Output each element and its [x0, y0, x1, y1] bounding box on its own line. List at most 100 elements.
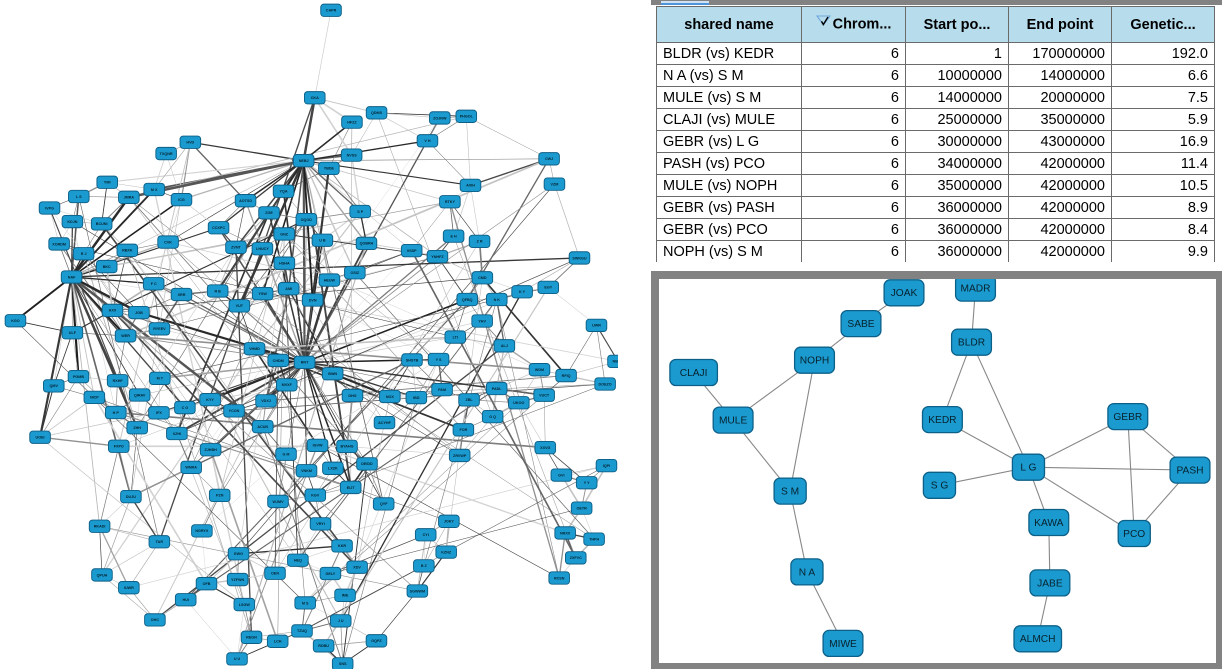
- svg-text:BKC: BKC: [103, 265, 111, 269]
- svg-text:HUI: HUI: [183, 598, 189, 602]
- svg-text:YMI: YMI: [104, 181, 111, 185]
- svg-text:NICP: NICP: [90, 396, 99, 400]
- svg-text:KZNZ: KZNZ: [441, 550, 452, 554]
- svg-text:RNT: RNT: [301, 361, 309, 365]
- svg-text:KDJN: KDJN: [67, 220, 77, 224]
- svg-text:R B: R B: [214, 289, 221, 293]
- svg-text:DOEZO: DOEZO: [599, 382, 612, 386]
- svg-text:EIJT: EIJT: [347, 486, 356, 490]
- svg-text:REGN: REGN: [246, 636, 257, 640]
- svg-text:THPH: THPH: [589, 537, 599, 541]
- svg-text:EWG: EWG: [234, 552, 243, 556]
- svg-text:CAPR: CAPR: [326, 9, 337, 13]
- svg-text:PADL: PADL: [492, 387, 503, 391]
- svg-text:CLAJI: CLAJI: [680, 368, 708, 379]
- svg-text:DVN: DVN: [309, 298, 317, 302]
- svg-text:QIRAV: QIRAV: [134, 393, 146, 397]
- svg-text:OETR: OETR: [577, 506, 588, 510]
- svg-text:UOEI: UOEI: [36, 436, 45, 440]
- svg-text:NVSS: NVSS: [347, 153, 358, 157]
- svg-text:NOPH: NOPH: [800, 356, 829, 367]
- svg-text:YNHFZ: YNHFZ: [431, 255, 444, 259]
- svg-text:PZN: PZN: [216, 494, 224, 498]
- svg-text:GNZ: GNZ: [280, 232, 289, 236]
- svg-text:CVK: CVK: [164, 240, 172, 244]
- svg-text:YHV: YHV: [478, 319, 486, 323]
- svg-text:ICG: ICG: [178, 198, 185, 202]
- svg-text:WNRA: WNRA: [185, 466, 197, 470]
- svg-text:DUJU: DUJU: [126, 495, 136, 499]
- svg-text:CKA: CKA: [311, 96, 319, 100]
- svg-text:GEBR: GEBR: [1113, 412, 1142, 423]
- svg-text:CCXPC: CCXPC: [212, 226, 225, 230]
- svg-text:PAM: PAM: [438, 388, 446, 392]
- svg-text:IQPI: IQPI: [603, 464, 610, 468]
- svg-text:KEDR: KEDR: [928, 415, 956, 426]
- svg-text:TXQNR: TXQNR: [160, 152, 173, 156]
- svg-text:YSW: YSW: [258, 292, 267, 296]
- svg-text:DHG: DHG: [348, 394, 356, 398]
- svg-text:U U: U U: [234, 657, 241, 661]
- svg-text:NAF: NAF: [68, 275, 76, 279]
- svg-text:FOR: FOR: [459, 428, 467, 432]
- svg-text:OEN: OEN: [271, 572, 279, 576]
- svg-text:RYEEV: RYEEV: [153, 327, 166, 331]
- svg-text:FXPO: FXPO: [114, 445, 124, 449]
- svg-text:GQPZ: GQPZ: [371, 639, 382, 643]
- svg-text:N K: N K: [494, 298, 501, 302]
- svg-text:OFB: OFB: [203, 582, 211, 586]
- svg-text:YBDE: YBDE: [324, 167, 335, 171]
- svg-text:QPUH: QPUH: [97, 573, 108, 577]
- svg-text:J U: J U: [338, 619, 344, 623]
- svg-text:VZM: VZM: [551, 182, 559, 186]
- svg-text:GELY: GELY: [326, 572, 336, 576]
- svg-text:YQA: YQA: [280, 190, 288, 194]
- svg-text:HVD: HVD: [186, 141, 194, 145]
- svg-text:L S: L S: [76, 195, 82, 199]
- svg-text:RDBU: RDBU: [318, 644, 329, 648]
- svg-text:R J: R J: [81, 252, 87, 256]
- svg-text:LSGW: LSGW: [239, 603, 251, 607]
- svg-text:F C: F C: [151, 282, 157, 286]
- svg-text:UWR: UWR: [592, 324, 601, 328]
- svg-text:RCSN: RCSN: [554, 576, 565, 580]
- svg-text:AXX: AXX: [109, 309, 117, 313]
- svg-text:M T: M T: [157, 377, 164, 381]
- svg-text:B Z: B Z: [421, 564, 428, 568]
- svg-text:N A: N A: [799, 567, 816, 578]
- svg-text:RBXK: RBXK: [122, 249, 133, 253]
- svg-text:QDMS: QDMS: [371, 111, 383, 115]
- svg-text:ZJHBH: ZJHBH: [204, 448, 217, 452]
- svg-text:TAR: TAR: [156, 540, 164, 544]
- svg-text:IUWR: IUWR: [124, 586, 134, 590]
- svg-text:BYAHG: BYAHG: [341, 445, 354, 449]
- svg-text:H P: H P: [113, 411, 120, 415]
- svg-text:VNKM: VNKM: [301, 469, 312, 473]
- svg-text:S M: S M: [781, 487, 799, 498]
- svg-text:WJMV: WJMV: [272, 500, 284, 504]
- svg-text:MULE: MULE: [719, 416, 748, 427]
- svg-text:MADR: MADR: [961, 284, 991, 295]
- svg-text:DEIDD: DEIDD: [361, 462, 373, 466]
- svg-text:SABE: SABE: [847, 319, 874, 330]
- svg-text:ALJ: ALJ: [501, 344, 508, 348]
- svg-text:NOX: NOX: [386, 395, 395, 399]
- svg-text:HFZZ: HFZZ: [347, 121, 357, 125]
- svg-text:XORDM: XORDM: [52, 242, 66, 246]
- svg-text:RXHF: RXHF: [113, 379, 124, 383]
- svg-text:G Q: G Q: [489, 415, 496, 419]
- svg-text:U B: U B: [319, 239, 326, 243]
- svg-text:GVI: GVI: [558, 473, 564, 477]
- svg-text:KGO: KGO: [11, 319, 20, 323]
- svg-text:CWJ: CWJ: [545, 157, 553, 161]
- svg-text:ACYHF: ACYHF: [378, 421, 391, 425]
- svg-text:KYY: KYY: [206, 398, 214, 402]
- svg-text:YZFWN: YZFWN: [231, 578, 244, 582]
- svg-text:IME: IME: [342, 594, 349, 598]
- svg-text:QOBRH: QOBRH: [360, 242, 374, 246]
- svg-text:YCON: YCON: [229, 409, 240, 413]
- svg-text:RFIQ: RFIQ: [562, 374, 571, 378]
- svg-text:ULF: ULF: [69, 331, 77, 335]
- svg-text:OQOD: OQOD: [301, 218, 313, 222]
- svg-text:MVXF: MVXF: [282, 383, 293, 387]
